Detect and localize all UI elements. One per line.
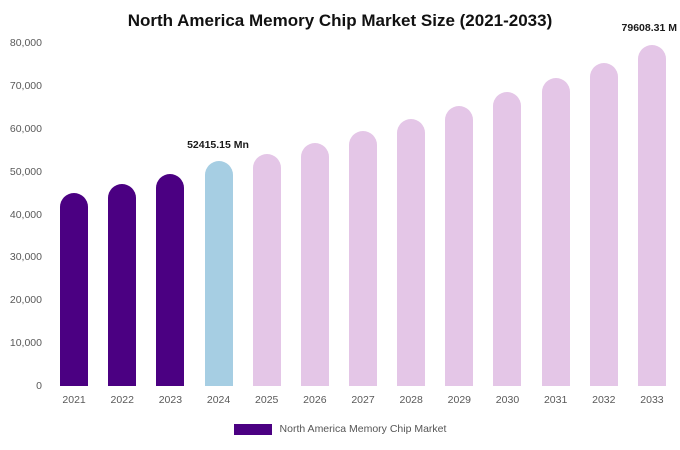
x-tick-label-2028: 2028 <box>399 394 423 406</box>
x-axis: 2021 2022 2023 2024 2025 2026 2027 2028 2029 2030… <box>50 394 676 406</box>
bar-cell <box>291 43 339 386</box>
y-axis: 0 10,000 20,000 30,000 40,000 50,000 60,000 70,… <box>0 37 44 392</box>
x-tick-label-2029: 2029 <box>447 394 471 406</box>
bar-2022 <box>108 184 137 386</box>
x-tick-label-2025: 2025 <box>255 394 279 406</box>
bar-2025 <box>252 153 281 386</box>
data-label-2024: 52415.15 Mn <box>187 139 249 151</box>
bar-2029 <box>445 105 474 386</box>
y-tick-label: 20,000 <box>9 294 42 307</box>
bar-2031 <box>541 77 570 386</box>
y-tick-label: 80,000 <box>9 37 42 49</box>
legend: North America Memory Chip Market <box>0 423 680 435</box>
bar-2027 <box>349 131 378 386</box>
bar-cell <box>532 43 580 386</box>
x-tick-label-2027: 2027 <box>351 394 375 406</box>
y-tick-label: 40,000 <box>9 208 42 221</box>
bar-2030 <box>493 92 522 386</box>
bar-2032 <box>589 62 618 386</box>
chart-title: North America Memory Chip Market Size (2… <box>127 11 553 30</box>
bar-2021 <box>60 193 89 386</box>
x-tick-label-2023: 2023 <box>158 394 183 406</box>
bar-2028 <box>397 118 426 386</box>
x-tick-label-2032: 2032 <box>592 394 616 406</box>
x-tick-label-2030: 2030 <box>495 394 520 406</box>
x-tick-label-2022: 2022 <box>110 394 134 406</box>
x-tick-label-2031: 2031 <box>543 394 568 406</box>
x-tick-label-2021: 2021 <box>62 394 86 406</box>
bar-2023 <box>156 173 185 386</box>
y-tick-label: 60,000 <box>9 122 42 135</box>
x-tick-label-2024: 2024 <box>206 394 231 406</box>
bar-cell <box>146 43 194 386</box>
bar-2033 <box>637 44 666 386</box>
bar-cell <box>628 43 676 386</box>
bar-cell <box>50 43 98 386</box>
y-tick-label: 10,000 <box>9 337 42 350</box>
bar-cell <box>243 43 291 386</box>
data-label-2033: 79608.31 M <box>621 22 677 34</box>
bar-cell <box>387 43 435 386</box>
legend-swatch-icon <box>233 423 272 435</box>
y-tick-label: 30,000 <box>9 251 42 264</box>
bar-2026 <box>300 142 329 386</box>
y-tick-label: 0 <box>36 380 42 392</box>
bar-cell <box>483 43 531 386</box>
bar-cell <box>98 43 146 386</box>
bar-cell <box>339 43 387 386</box>
bar-cell <box>194 43 242 386</box>
bars-row <box>50 43 676 386</box>
bar-cell <box>580 43 628 386</box>
y-tick-label: 70,000 <box>9 79 42 92</box>
x-tick-label-2026: 2026 <box>303 394 327 406</box>
bar-cell <box>435 43 483 386</box>
plot-area <box>50 43 676 386</box>
x-tick-label-2033: 2033 <box>640 394 664 406</box>
y-tick-label: 50,000 <box>9 165 42 178</box>
legend-label: North America Memory Chip Market <box>279 423 447 435</box>
bar-2024 <box>204 161 233 386</box>
